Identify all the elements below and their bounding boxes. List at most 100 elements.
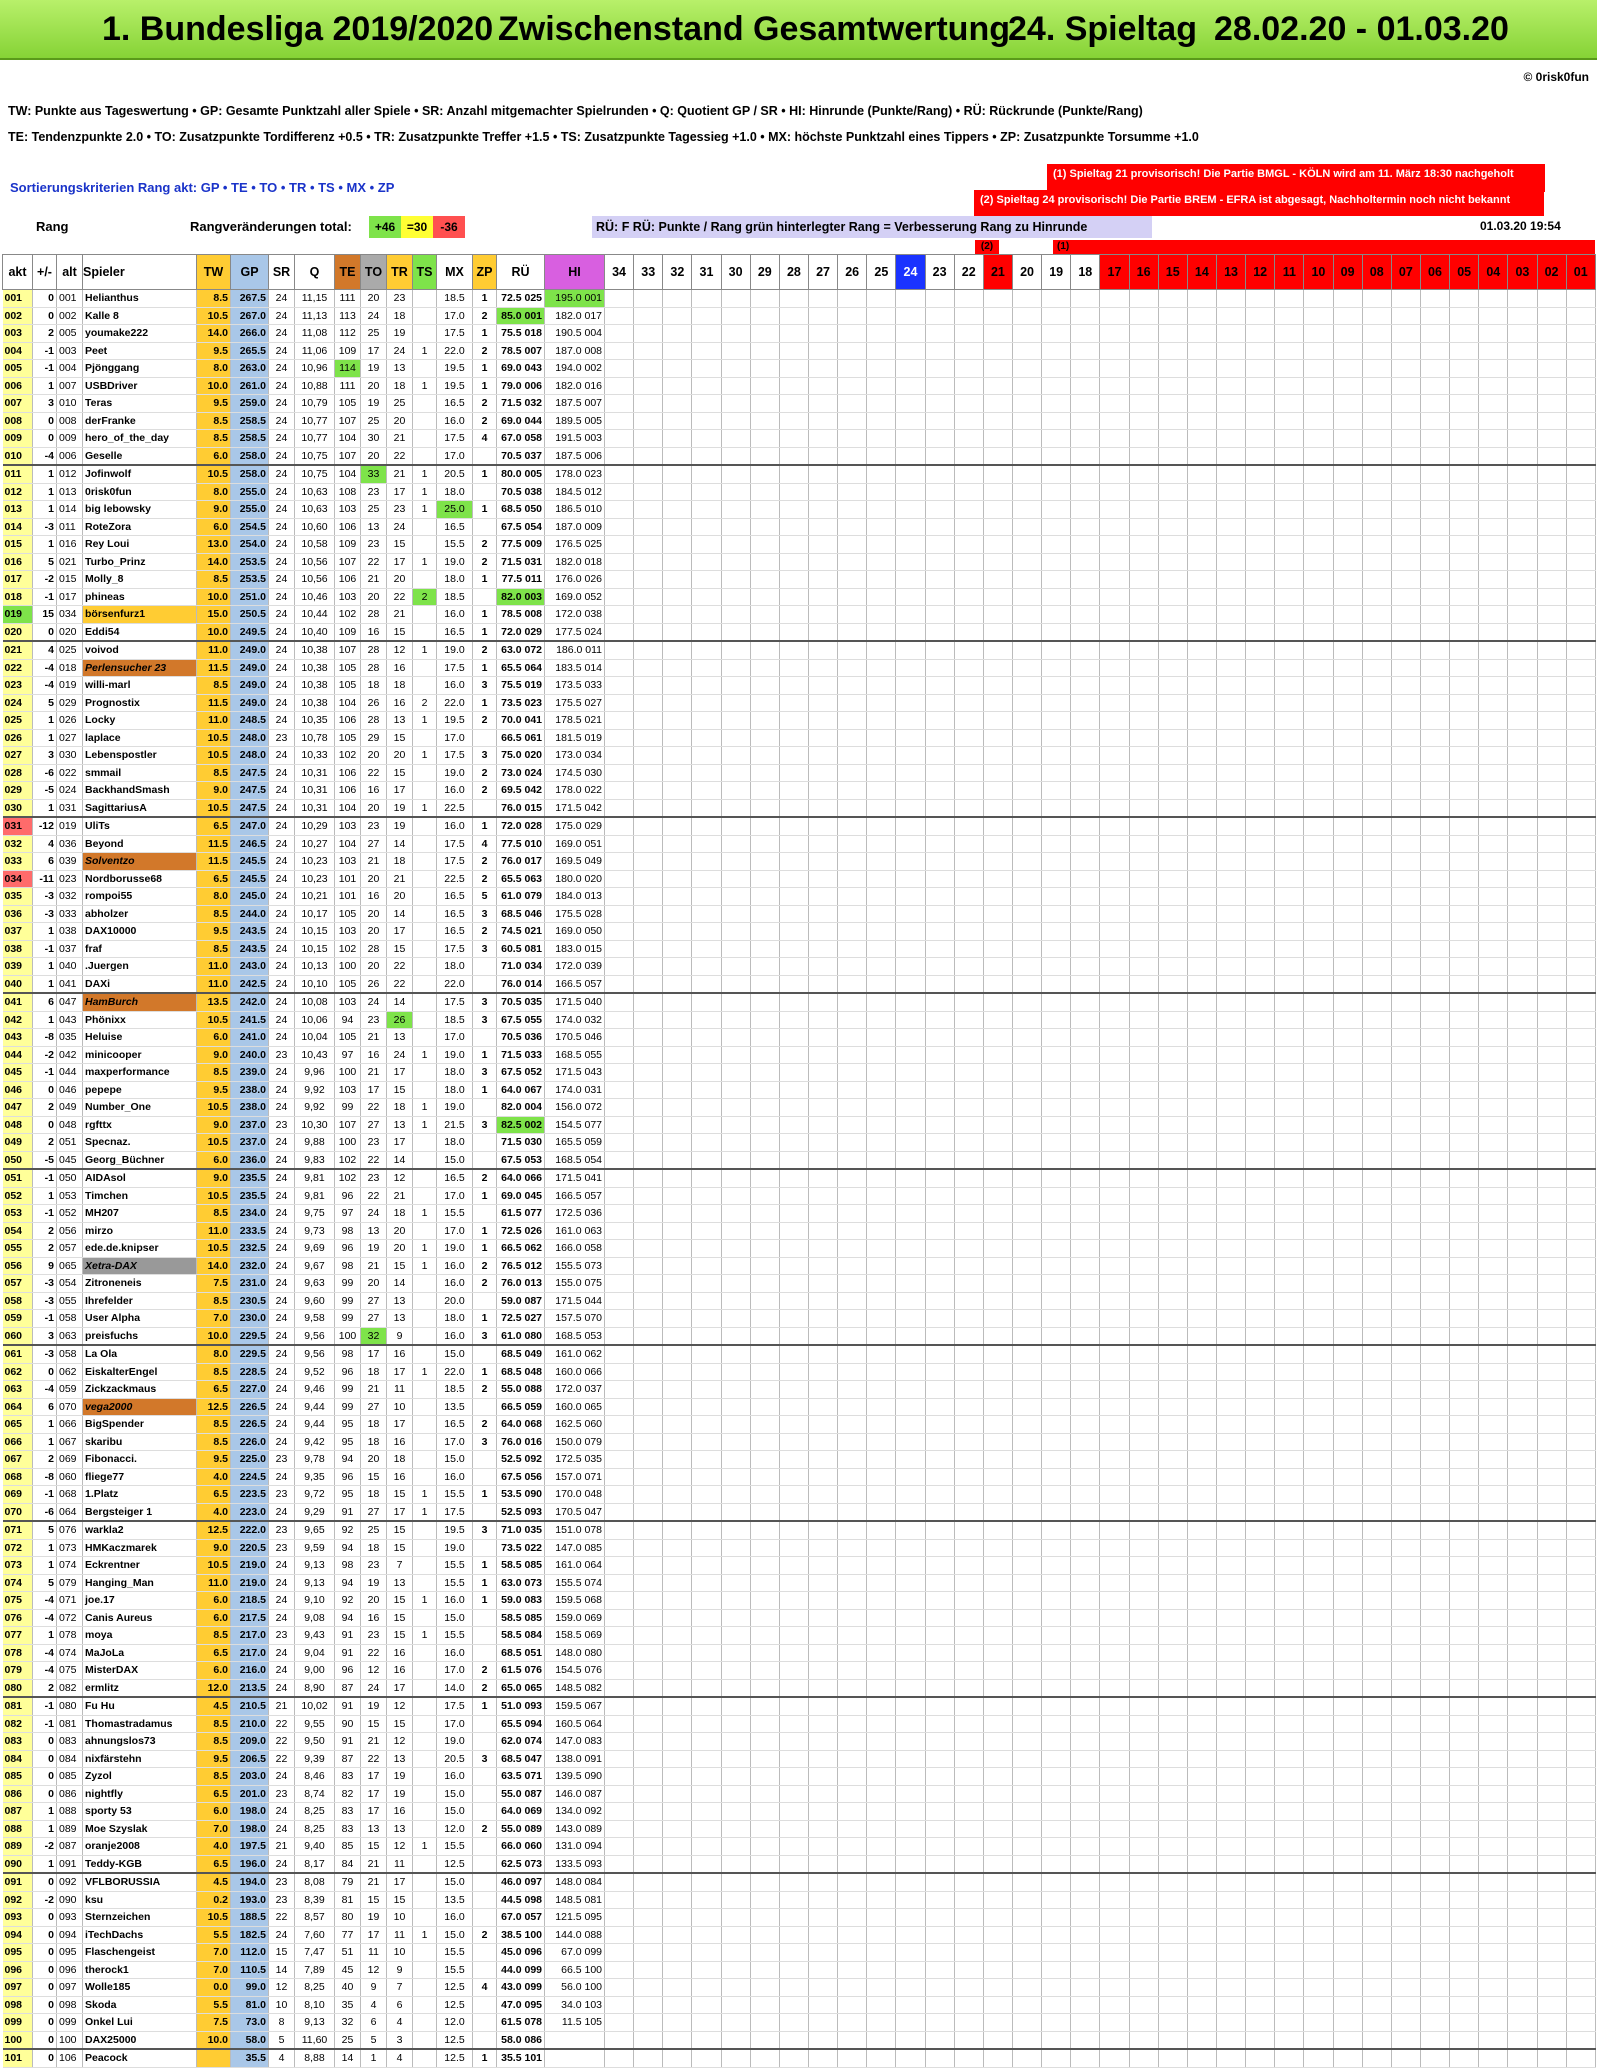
cell-matchday-27 [808,1274,839,1293]
cell-HI: 121.5 095 [544,1908,605,1927]
cell-Q: 10,77 [294,429,335,448]
cell-ZP [472,1855,497,1874]
cell-matchday-11 [1274,1697,1305,1716]
cell-matchday-08 [1362,905,1392,923]
cell-Q: 9,92 [294,1098,335,1117]
cell-matchday-32 [662,1222,693,1240]
cell-TO: 27 [360,1309,387,1328]
cell-ZP: 2 [472,535,497,554]
cell-akt: 014 [2,518,33,536]
cell-matchday-02 [1537,359,1567,378]
cell-matchday-34 [604,1063,635,1082]
cell-matchday-13 [1216,1503,1247,1522]
cell-Spieler: Zyzol [82,1767,197,1786]
cell-HI: 182.0 017 [544,307,605,325]
cell-matchday-05 [1449,553,1480,571]
cell-matchday-25 [866,1503,897,1522]
cell-matchday-34 [604,377,635,395]
cell-matchday-04 [1478,359,1509,378]
cell-alt: 045 [56,1151,83,1170]
cell-matchday-32 [662,1081,693,1099]
cell-matchday-26 [837,1398,868,1416]
cell-GP: 224.5 [230,1468,269,1486]
cell-matchday-09 [1333,1415,1363,1434]
cell-Q: 9,04 [294,1644,335,1662]
cell-matchday-06 [1420,1732,1451,1751]
cell-matchday-32 [662,289,693,308]
cell-matchday-15 [1158,483,1188,501]
cell-matchday-17 [1099,1697,1130,1716]
cell-+/-: -1 [32,940,57,958]
cell-matchday-12 [1245,1767,1276,1786]
cell-matchday-06 [1420,1309,1451,1328]
cell-matchday-34 [604,1908,635,1927]
cell-matchday-20 [1012,1485,1043,1504]
cell-matchday-31 [691,1485,722,1504]
cell-TO: 20 [360,377,387,395]
cell-+/-: 0 [32,623,57,642]
cell-matchday-23 [925,659,955,677]
cell-matchday-22 [954,1926,984,1944]
cell-TS: 1 [412,1239,437,1258]
cell-akt: 021 [2,641,33,660]
cell-matchday-29 [750,1539,780,1557]
cell-matchday-05 [1449,1063,1480,1082]
cell-matchday-15 [1158,1767,1188,1786]
cell-matchday-29 [750,307,780,325]
cell-matchday-07 [1391,835,1421,853]
cell-TW: 14.0 [196,553,231,571]
cell-matchday-32 [662,1309,693,1328]
cell-matchday-03 [1507,1274,1538,1293]
cell-RÜ: 85.0 001 [496,307,545,325]
cell-matchday-11 [1274,1539,1305,1557]
cell-matchday-25 [866,359,897,378]
cell-matchday-29 [750,1468,780,1486]
cell-akt: 062 [2,1363,33,1381]
table-row: 011 1 012 Jofinwolf 10.5 258.0 24 10,75 104 33 21 1… [2,465,1596,484]
league-title: 1. Bundesliga 2019/2020 [102,10,494,48]
cell-matchday-10 [1303,1820,1334,1838]
cell-matchday-09 [1333,1169,1363,1188]
cell-matchday-03 [1507,1081,1538,1099]
cell-GP: 263.0 [230,359,269,378]
cell-TE: 102 [334,605,361,624]
cell-SR: 24 [268,1820,295,1838]
cell-matchday-10 [1303,922,1334,941]
cell-matchday-03 [1507,1891,1538,1909]
cell-matchday-06 [1420,641,1451,660]
cell-matchday-09 [1333,1398,1363,1416]
cell-Spieler: moya [82,1626,197,1645]
matchday-header-03: 03 [1507,254,1538,290]
cell-matchday-25 [866,1855,897,1874]
cell-GP: 110.5 [230,1961,269,1979]
cell-matchday-31 [691,764,722,782]
cell-matchday-02 [1537,1187,1567,1205]
cell-GP: 228.5 [230,1363,269,1381]
cell-TO: 28 [360,641,387,660]
cell-TS [412,922,437,941]
cell-matchday-01 [1566,729,1596,747]
cell-matchday-20 [1012,553,1043,571]
cell-matchday-12 [1245,852,1276,871]
cell-matchday-18 [1070,1661,1101,1680]
cell-matchday-22 [954,1609,984,1627]
cell-matchday-20 [1012,1539,1043,1557]
cell-matchday-12 [1245,1943,1276,1962]
cell-matchday-02 [1537,1697,1567,1716]
cell-matchday-30 [721,764,751,782]
cell-TE: 98 [334,1257,361,1275]
cell-matchday-08 [1362,1574,1392,1592]
cell-matchday-03 [1507,1098,1538,1117]
cell-matchday-32 [662,729,693,747]
cell-matchday-20 [1012,993,1043,1012]
cell-SR: 24 [268,1345,295,1364]
cell-matchday-12 [1245,1380,1276,1399]
cell-matchday-09 [1333,1521,1363,1540]
cell-matchday-21 [983,799,1013,818]
cell-matchday-20 [1012,729,1043,747]
cell-matchday-32 [662,1732,693,1751]
cell-matchday-19 [1041,1169,1072,1188]
cell-matchday-05 [1449,993,1480,1012]
cell-matchday-22 [954,1732,984,1751]
cell-matchday-21 [983,1222,1013,1240]
